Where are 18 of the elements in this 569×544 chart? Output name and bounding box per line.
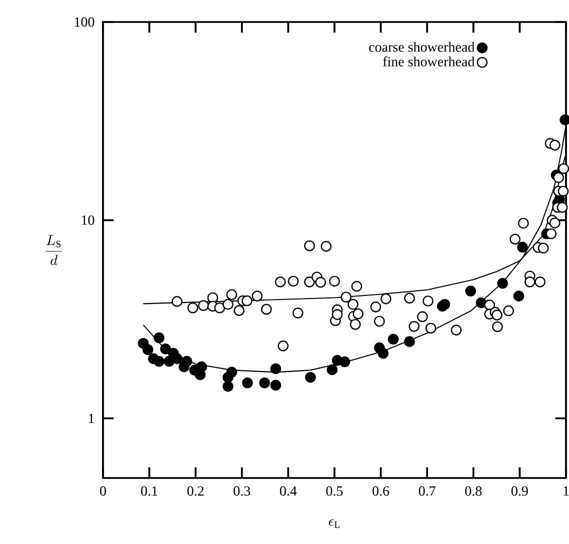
x-tick-label: 0.6 [372, 486, 390, 496]
x-tick-label: 0.3 [234, 486, 250, 496]
x-tick-label: 0.5 [326, 486, 343, 496]
y-tick-label: 10 [82, 215, 94, 225]
x-tick-label: 0.9 [511, 486, 528, 496]
x-axis-title: $\epsilon_{\mathrm{L}}$ [328, 519, 340, 528]
y-tick-label: 100 [74, 17, 94, 27]
legend-label: fine showerhead [383, 56, 475, 66]
x-tick-label: 0.2 [187, 486, 204, 496]
x-tick-label: 0 [100, 486, 106, 496]
y-tick-label: 1 [88, 414, 94, 423]
x-tick-label: 1 [564, 486, 569, 496]
y-axis-title: $\frac{L_{\mathrm{S}}}{d}$ [46, 235, 62, 266]
x-tick-label: 0.1 [141, 486, 158, 496]
x-tick-label: 0.4 [280, 486, 297, 496]
x-tick-label: 0.8 [465, 486, 482, 496]
x-tick-label: 0.7 [418, 486, 436, 496]
legend-label: coarse showerhead [369, 42, 475, 52]
